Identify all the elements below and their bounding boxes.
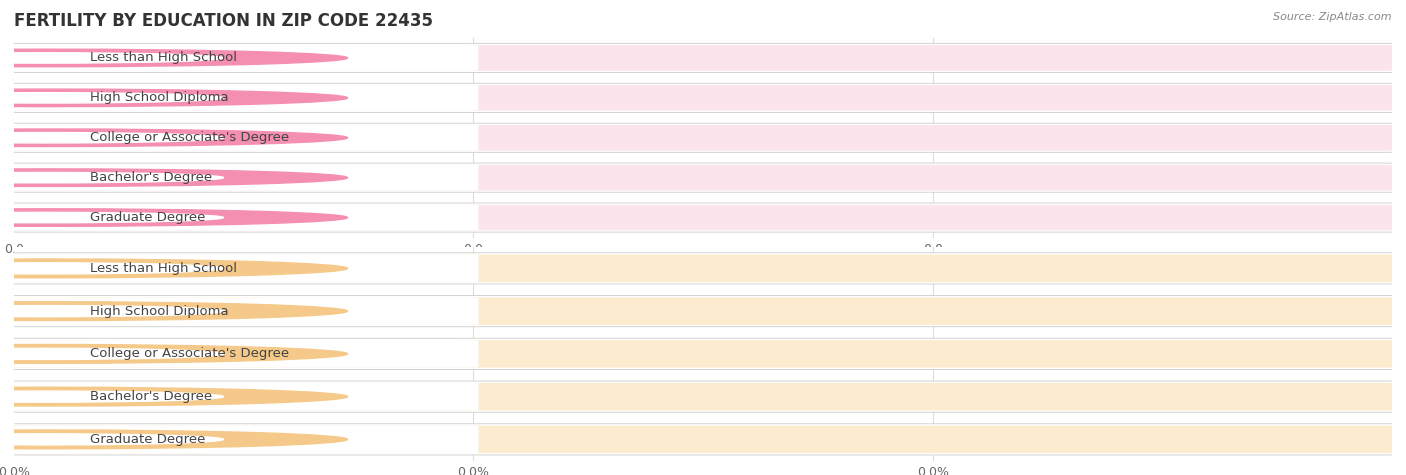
Text: 0.0: 0.0	[423, 51, 444, 65]
Text: Bachelor's Degree: Bachelor's Degree	[90, 390, 212, 403]
Circle shape	[0, 434, 224, 445]
Text: Graduate Degree: Graduate Degree	[90, 433, 205, 446]
Circle shape	[0, 263, 224, 274]
Text: Bachelor's Degree: Bachelor's Degree	[90, 171, 212, 184]
FancyBboxPatch shape	[0, 381, 1406, 412]
FancyBboxPatch shape	[4, 297, 1402, 325]
Text: 0.0%: 0.0%	[412, 262, 444, 275]
FancyBboxPatch shape	[4, 340, 1402, 368]
Text: High School Diploma: High School Diploma	[90, 304, 228, 318]
FancyBboxPatch shape	[4, 165, 478, 190]
Text: 0.0: 0.0	[423, 211, 444, 224]
Circle shape	[0, 169, 347, 186]
FancyBboxPatch shape	[4, 205, 1402, 230]
FancyBboxPatch shape	[4, 125, 478, 151]
FancyBboxPatch shape	[0, 123, 1406, 152]
Circle shape	[0, 172, 224, 183]
Text: 0.0: 0.0	[423, 131, 444, 144]
Circle shape	[0, 430, 347, 449]
FancyBboxPatch shape	[0, 295, 1406, 327]
Circle shape	[0, 259, 347, 278]
FancyBboxPatch shape	[4, 255, 1402, 282]
FancyBboxPatch shape	[0, 203, 1406, 232]
Text: 0.0%: 0.0%	[412, 433, 444, 446]
Circle shape	[0, 305, 224, 317]
Text: FERTILITY BY EDUCATION IN ZIP CODE 22435: FERTILITY BY EDUCATION IN ZIP CODE 22435	[14, 12, 433, 30]
Text: 0.0: 0.0	[423, 171, 444, 184]
FancyBboxPatch shape	[4, 125, 1402, 151]
FancyBboxPatch shape	[4, 297, 478, 325]
FancyBboxPatch shape	[0, 163, 1406, 192]
Circle shape	[0, 212, 224, 223]
Text: Source: ZipAtlas.com: Source: ZipAtlas.com	[1274, 12, 1392, 22]
Circle shape	[0, 391, 224, 402]
Circle shape	[0, 129, 347, 146]
Text: 0.0: 0.0	[423, 91, 444, 104]
FancyBboxPatch shape	[4, 165, 1402, 190]
FancyBboxPatch shape	[4, 426, 478, 453]
Text: Graduate Degree: Graduate Degree	[90, 211, 205, 224]
Text: College or Associate's Degree: College or Associate's Degree	[90, 347, 290, 361]
Circle shape	[0, 49, 347, 66]
Text: Less than High School: Less than High School	[90, 51, 236, 65]
Text: Less than High School: Less than High School	[90, 262, 236, 275]
FancyBboxPatch shape	[0, 43, 1406, 73]
Text: High School Diploma: High School Diploma	[90, 91, 228, 104]
FancyBboxPatch shape	[4, 45, 1402, 71]
Circle shape	[0, 89, 347, 106]
Circle shape	[0, 302, 347, 321]
FancyBboxPatch shape	[4, 85, 478, 111]
FancyBboxPatch shape	[4, 255, 478, 282]
Text: 0.0%: 0.0%	[412, 304, 444, 318]
FancyBboxPatch shape	[4, 426, 1402, 453]
FancyBboxPatch shape	[4, 383, 1402, 410]
FancyBboxPatch shape	[0, 424, 1406, 455]
Circle shape	[0, 53, 224, 63]
FancyBboxPatch shape	[4, 383, 478, 410]
Circle shape	[0, 387, 347, 406]
FancyBboxPatch shape	[0, 253, 1406, 284]
FancyBboxPatch shape	[0, 83, 1406, 113]
Circle shape	[0, 209, 347, 226]
FancyBboxPatch shape	[4, 45, 478, 71]
Text: College or Associate's Degree: College or Associate's Degree	[90, 131, 290, 144]
Circle shape	[0, 344, 347, 363]
FancyBboxPatch shape	[4, 340, 478, 368]
Circle shape	[0, 93, 224, 103]
FancyBboxPatch shape	[4, 85, 1402, 111]
Circle shape	[0, 133, 224, 143]
FancyBboxPatch shape	[0, 338, 1406, 370]
FancyBboxPatch shape	[4, 205, 478, 230]
Circle shape	[0, 348, 224, 360]
Text: 0.0%: 0.0%	[412, 390, 444, 403]
Text: 0.0%: 0.0%	[412, 347, 444, 361]
